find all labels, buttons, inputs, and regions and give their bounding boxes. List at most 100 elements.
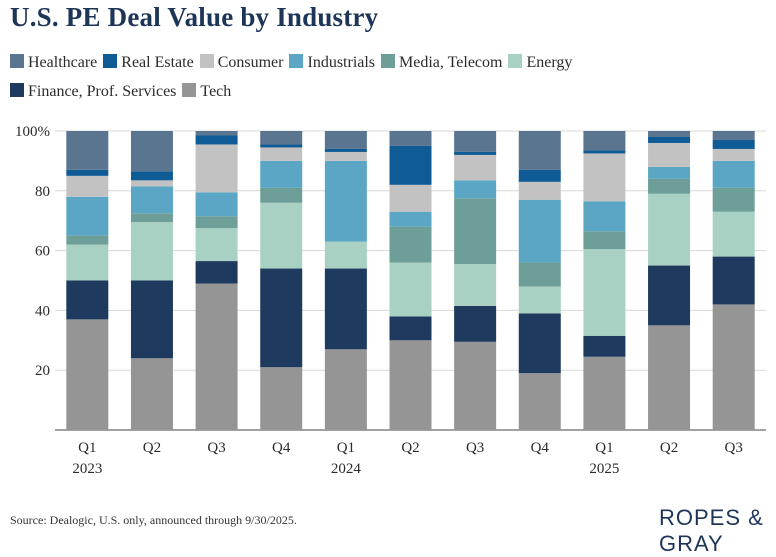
bar-segment xyxy=(583,201,626,232)
bar-segment xyxy=(454,131,497,152)
bar-segment xyxy=(518,313,561,374)
stacked-bar-chart: 20 40 60 80 100% Q1 2023 Q2 Q3 Q4 Q1 2024 Q2 Q3 Q4 Q1 20… xyxy=(15,124,766,477)
bar-segment xyxy=(324,131,367,149)
bar-segment xyxy=(195,283,238,430)
legend-swatch xyxy=(508,54,523,68)
bar-segment xyxy=(389,316,432,341)
bar-segment xyxy=(66,169,109,176)
bar-segment xyxy=(389,184,432,212)
bar-segment xyxy=(454,180,497,199)
bar-segment xyxy=(195,192,238,217)
bar-segment xyxy=(712,148,755,161)
bar-segment xyxy=(324,160,367,242)
bar-segment xyxy=(518,181,561,200)
bar-segment xyxy=(583,131,626,151)
bar-segment xyxy=(195,135,238,145)
bar-segment xyxy=(195,144,238,193)
legend-item: Real Estate xyxy=(103,48,194,77)
bar-segment xyxy=(130,171,173,181)
bar-segment xyxy=(260,367,303,430)
legend-item: Consumer xyxy=(199,48,284,77)
legend-swatch xyxy=(289,54,304,68)
x-year-label: 2024 xyxy=(331,461,362,477)
bar-segment xyxy=(66,244,109,281)
bar-segment xyxy=(583,153,626,202)
bar-segment xyxy=(195,131,238,136)
bar-segment xyxy=(712,160,755,188)
legend-item: Energy xyxy=(508,48,572,77)
y-tick-label: 60 xyxy=(35,244,50,260)
bar-segment xyxy=(130,186,173,214)
bar-segment xyxy=(712,131,755,140)
y-tick-label: 20 xyxy=(35,363,50,379)
bar-segment xyxy=(712,187,755,212)
bar-segment xyxy=(66,131,109,170)
bar-segment xyxy=(389,226,432,263)
bar-segment xyxy=(130,358,173,430)
bar-segment xyxy=(454,305,497,342)
bar-segment xyxy=(454,264,497,306)
bar-segment xyxy=(260,202,303,269)
x-year-label: 2025 xyxy=(589,461,619,477)
bar-segment xyxy=(130,222,173,281)
bar-segment xyxy=(389,211,432,227)
x-tick-label: Q2 xyxy=(401,440,419,456)
x-year-label: 2023 xyxy=(72,461,102,477)
bar-segment xyxy=(389,340,432,430)
bar-segment xyxy=(648,265,691,326)
bar-segment xyxy=(648,193,691,266)
bar-segment xyxy=(648,131,691,137)
bar-segment xyxy=(66,196,109,236)
bar-segment xyxy=(454,151,497,155)
bar-segment xyxy=(583,249,626,336)
bar-segment xyxy=(518,262,561,287)
bar-segment xyxy=(583,231,626,250)
x-tick-label: Q2 xyxy=(143,440,161,456)
bar-segment xyxy=(518,199,561,263)
bar-segment xyxy=(389,145,432,185)
bar-segment xyxy=(260,147,303,161)
bar-segment xyxy=(324,349,367,430)
bar-segment xyxy=(66,319,109,430)
bar-segment xyxy=(583,356,626,430)
bar-segment xyxy=(260,160,303,188)
legend-label: Tech xyxy=(200,83,232,100)
bar-segment xyxy=(648,166,691,179)
bar-segment xyxy=(518,131,561,170)
legend-label: Consumer xyxy=(217,54,284,71)
legend-label: Real Estate xyxy=(121,54,194,71)
bar-segment xyxy=(389,131,432,146)
legend-label: Energy xyxy=(526,54,573,71)
legend-label: Industrials xyxy=(307,54,376,71)
legend-item: Healthcare xyxy=(10,48,97,77)
bar-segment xyxy=(324,241,367,269)
bar-segment xyxy=(195,228,238,262)
bar-segment xyxy=(583,335,626,357)
bar-segment xyxy=(324,268,367,350)
source-note: Source: Dealogic, U.S. only, announced t… xyxy=(10,513,297,527)
bar-segment xyxy=(389,262,432,317)
chart-legend: Healthcare Real Estate Consumer Industrials… xyxy=(10,48,750,106)
legend-item: Finance, Prof. Services xyxy=(10,77,176,106)
bar-segment xyxy=(712,304,755,430)
x-tick-label: Q4 xyxy=(272,440,291,456)
y-tick-label: 80 xyxy=(35,184,50,200)
legend-swatch xyxy=(103,54,118,68)
bar-segment xyxy=(648,136,691,143)
bar-segment xyxy=(130,280,173,359)
bar-segment xyxy=(454,341,497,430)
legend-label: Media, Telecom xyxy=(399,54,503,71)
legend-item: Industrials xyxy=(289,48,375,77)
chart-title: U.S. PE Deal Value by Industry xyxy=(10,2,379,32)
bar-segment xyxy=(195,261,238,284)
bar-segment xyxy=(324,148,367,152)
bar-segment xyxy=(130,180,173,187)
x-tick-label: Q3 xyxy=(207,440,225,456)
bar-segment xyxy=(260,144,303,148)
x-tick-label: Q2 xyxy=(660,440,678,456)
bar-segment xyxy=(324,151,367,161)
legend-swatch xyxy=(182,83,197,97)
bar-segment xyxy=(454,198,497,265)
legend-item: Tech xyxy=(182,77,231,106)
bar-segment xyxy=(66,235,109,245)
